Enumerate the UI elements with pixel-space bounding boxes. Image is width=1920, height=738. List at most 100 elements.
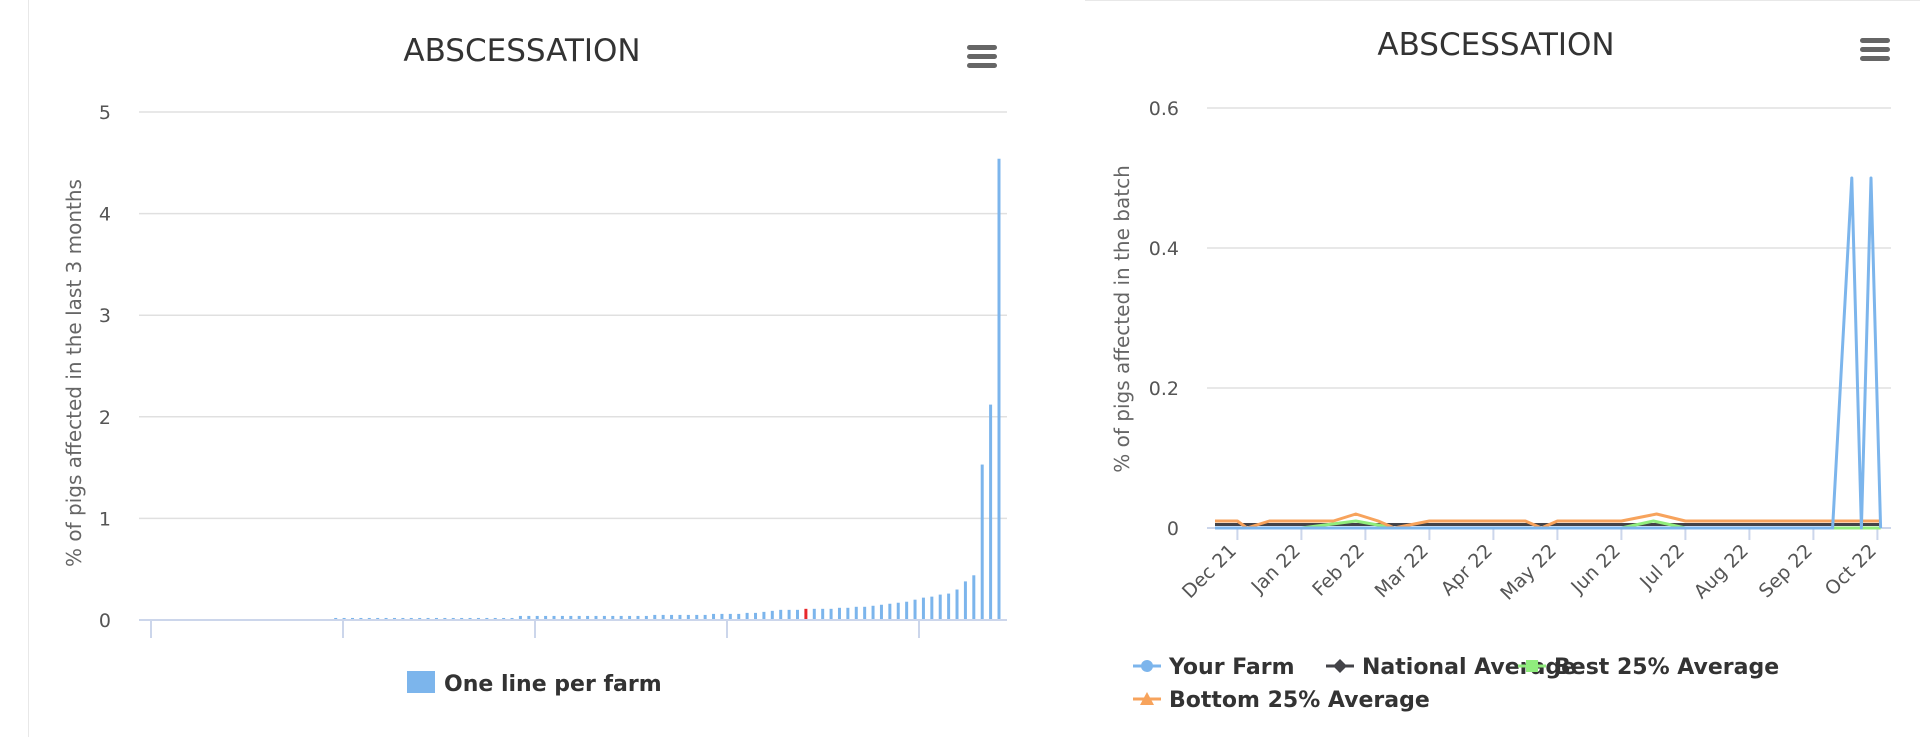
bar [510,617,514,620]
bar [670,614,674,620]
bar [351,617,355,620]
bar [720,613,724,620]
x-axis [139,619,1007,638]
series-lines [1215,176,1883,530]
bar [955,589,959,620]
y-tick-label: 4 [99,204,111,226]
series-line [1215,176,1883,530]
bar [762,611,766,620]
bar [695,614,699,620]
menu-icon-bar [967,63,997,68]
bar [376,617,380,620]
x-tick-label: May 22 [1496,540,1561,605]
bar [787,609,791,620]
x-tick-label: Sep 22 [1755,540,1817,602]
x-tick-label: Apr 22 [1437,540,1497,600]
bar [745,612,749,620]
bar [476,617,480,620]
bar [947,593,951,620]
bar [401,617,405,620]
bar [560,615,564,620]
legend-marker [1141,660,1153,672]
bar [770,610,774,620]
chart-title: ABSCESSATION [1377,27,1614,63]
bar [644,615,648,620]
chart-menu-button[interactable] [967,45,997,68]
x-tick-label: Mar 22 [1371,540,1433,602]
bar [737,613,741,620]
bar [686,614,690,620]
line-chart-panel: ABSCESSATION 0 0.2 0.4 0.6 % of pigs affect… [1085,0,1920,738]
bar [418,617,422,620]
bar [938,594,942,620]
bar [468,617,472,620]
bar [879,604,883,620]
y-tick-label: 2 [99,407,111,429]
bar [963,581,967,620]
bar-chart: ABSCESSATION 0 1 2 3 4 5 % of pigs affected i… [62,33,1007,697]
bar [795,609,799,620]
bar [829,608,833,620]
bar [913,599,917,620]
bar [821,608,825,620]
bar [594,615,598,620]
bar [602,615,606,620]
legend-item-best-25-average[interactable]: Best 25% Average [1518,655,1779,680]
bar [905,601,909,620]
x-axis: Dec 21 Jan 22 Feb 22 Mar 22 Apr 22 May 22 Jun … [1178,527,1891,605]
y-gridlines [139,111,1007,520]
menu-icon-bar [967,45,997,50]
bar [367,617,371,620]
bar [972,575,976,620]
y-tick-label: 0 [99,610,111,632]
bar [384,617,388,620]
y-tick-label: 0.2 [1149,378,1179,400]
menu-icon-bar [967,54,997,59]
legend-label: Your Farm [1168,655,1295,680]
bar [485,617,489,620]
bar [804,608,808,620]
bar-series [334,158,1001,620]
bar [527,615,531,620]
bar [460,617,464,620]
bar [628,615,632,620]
bar [619,615,623,620]
bar [577,615,581,620]
bar [728,613,732,620]
bar [518,615,522,620]
legend-item-one-line-per-farm[interactable]: One line per farm [407,671,662,697]
y-tick-label: 5 [99,102,111,124]
bar [493,617,497,620]
bar [359,617,363,620]
y-tick-labels: 0 0.2 0.4 0.6 [1149,98,1179,540]
bar [409,617,413,620]
bar [871,605,875,620]
legend-item-your-farm[interactable]: Your Farm [1133,655,1295,680]
x-tick-label: Feb 22 [1308,540,1369,601]
bar [888,603,892,620]
y-tick-label: 1 [99,508,111,530]
bar [896,602,900,620]
x-tick-label: Jan 22 [1247,540,1305,598]
bar [535,615,539,620]
bar [854,606,858,620]
bar [392,617,396,620]
menu-icon-bar [1860,56,1890,61]
bar [997,158,1001,620]
bar [980,464,984,620]
menu-icon-bar [1860,38,1890,43]
chart-menu-button[interactable] [1860,38,1890,61]
series-line [1215,512,1881,530]
bar [426,617,430,620]
x-tick-label: Aug 22 [1690,540,1753,603]
bar [921,597,925,620]
bar [678,614,682,620]
bar [754,612,758,620]
bar [451,617,455,620]
bar [586,615,590,620]
bar [703,614,707,620]
bar [502,617,506,620]
legend-item-bottom-25-average[interactable]: Bottom 25% Average [1133,688,1430,713]
y-tick-label: 0.6 [1149,98,1179,120]
bar [661,614,665,620]
